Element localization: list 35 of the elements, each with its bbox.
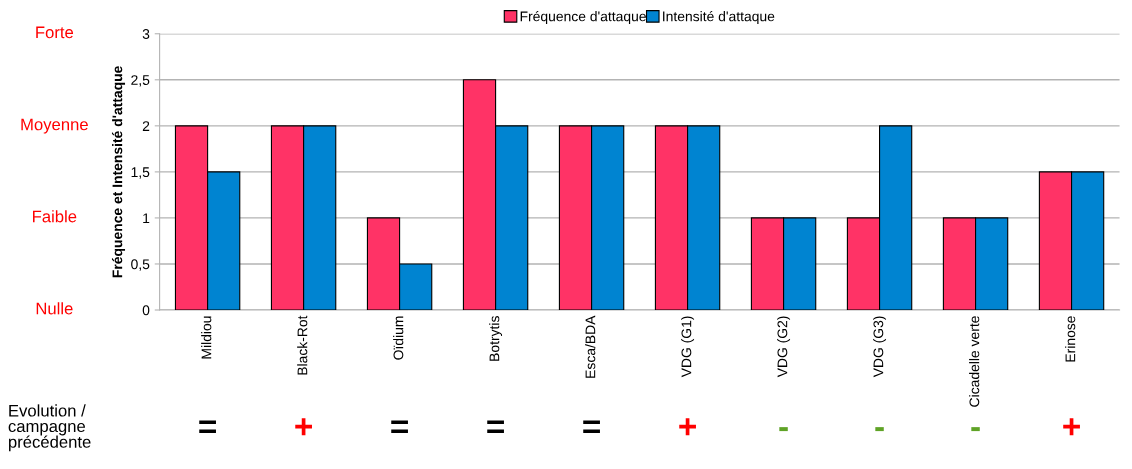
legend-label: Intensité d'attaque — [663, 10, 775, 25]
x-tick-label: Esca/BDA — [585, 315, 596, 378]
text: Moyenne — [21, 118, 88, 134]
x-tick-label: VDG (G2) — [777, 316, 791, 378]
y-tick-label: 3 — [142, 29, 150, 39]
text: - — [779, 427, 788, 432]
text: + — [295, 418, 312, 436]
text: = — [487, 420, 504, 434]
text: + — [1063, 418, 1080, 436]
y-tick-label: 1,5 — [131, 167, 150, 179]
x-tick-label: VDG (G1) — [681, 316, 695, 378]
x-tick-label: Black-Rot — [297, 315, 308, 375]
text: Faible — [33, 210, 77, 223]
text: = — [199, 420, 216, 434]
text: + — [679, 418, 696, 436]
text: Evolution / campagne précédente — [8, 404, 91, 452]
x-tick-label: VDG (G3) — [873, 316, 887, 378]
y-tick-label: 2,5 — [131, 75, 150, 87]
x-tick-label: Oïdium — [393, 316, 404, 360]
legend-label: Fréquence d'attaque — [520, 10, 646, 25]
text: Nulle — [36, 302, 73, 315]
x-tick-label: Botrytis — [489, 316, 503, 361]
text: = — [583, 420, 600, 434]
y-tick-label: 0,5 — [131, 259, 150, 271]
x-tick-label: Cicadelle verte — [969, 316, 980, 407]
y-axis-title: Fréquence et Intensité d'attaque — [111, 66, 126, 278]
text: Forte — [36, 26, 74, 39]
x-tick-label: Erinose — [1065, 316, 1076, 362]
x-tick-label: Mildiou — [201, 316, 212, 359]
text: - — [875, 427, 884, 432]
y-tick-label: 2 — [142, 121, 150, 131]
text: - — [971, 427, 980, 432]
text: = — [391, 420, 408, 434]
y-tick-label: 0 — [142, 305, 150, 316]
y-tick-label: 1 — [143, 213, 150, 223]
